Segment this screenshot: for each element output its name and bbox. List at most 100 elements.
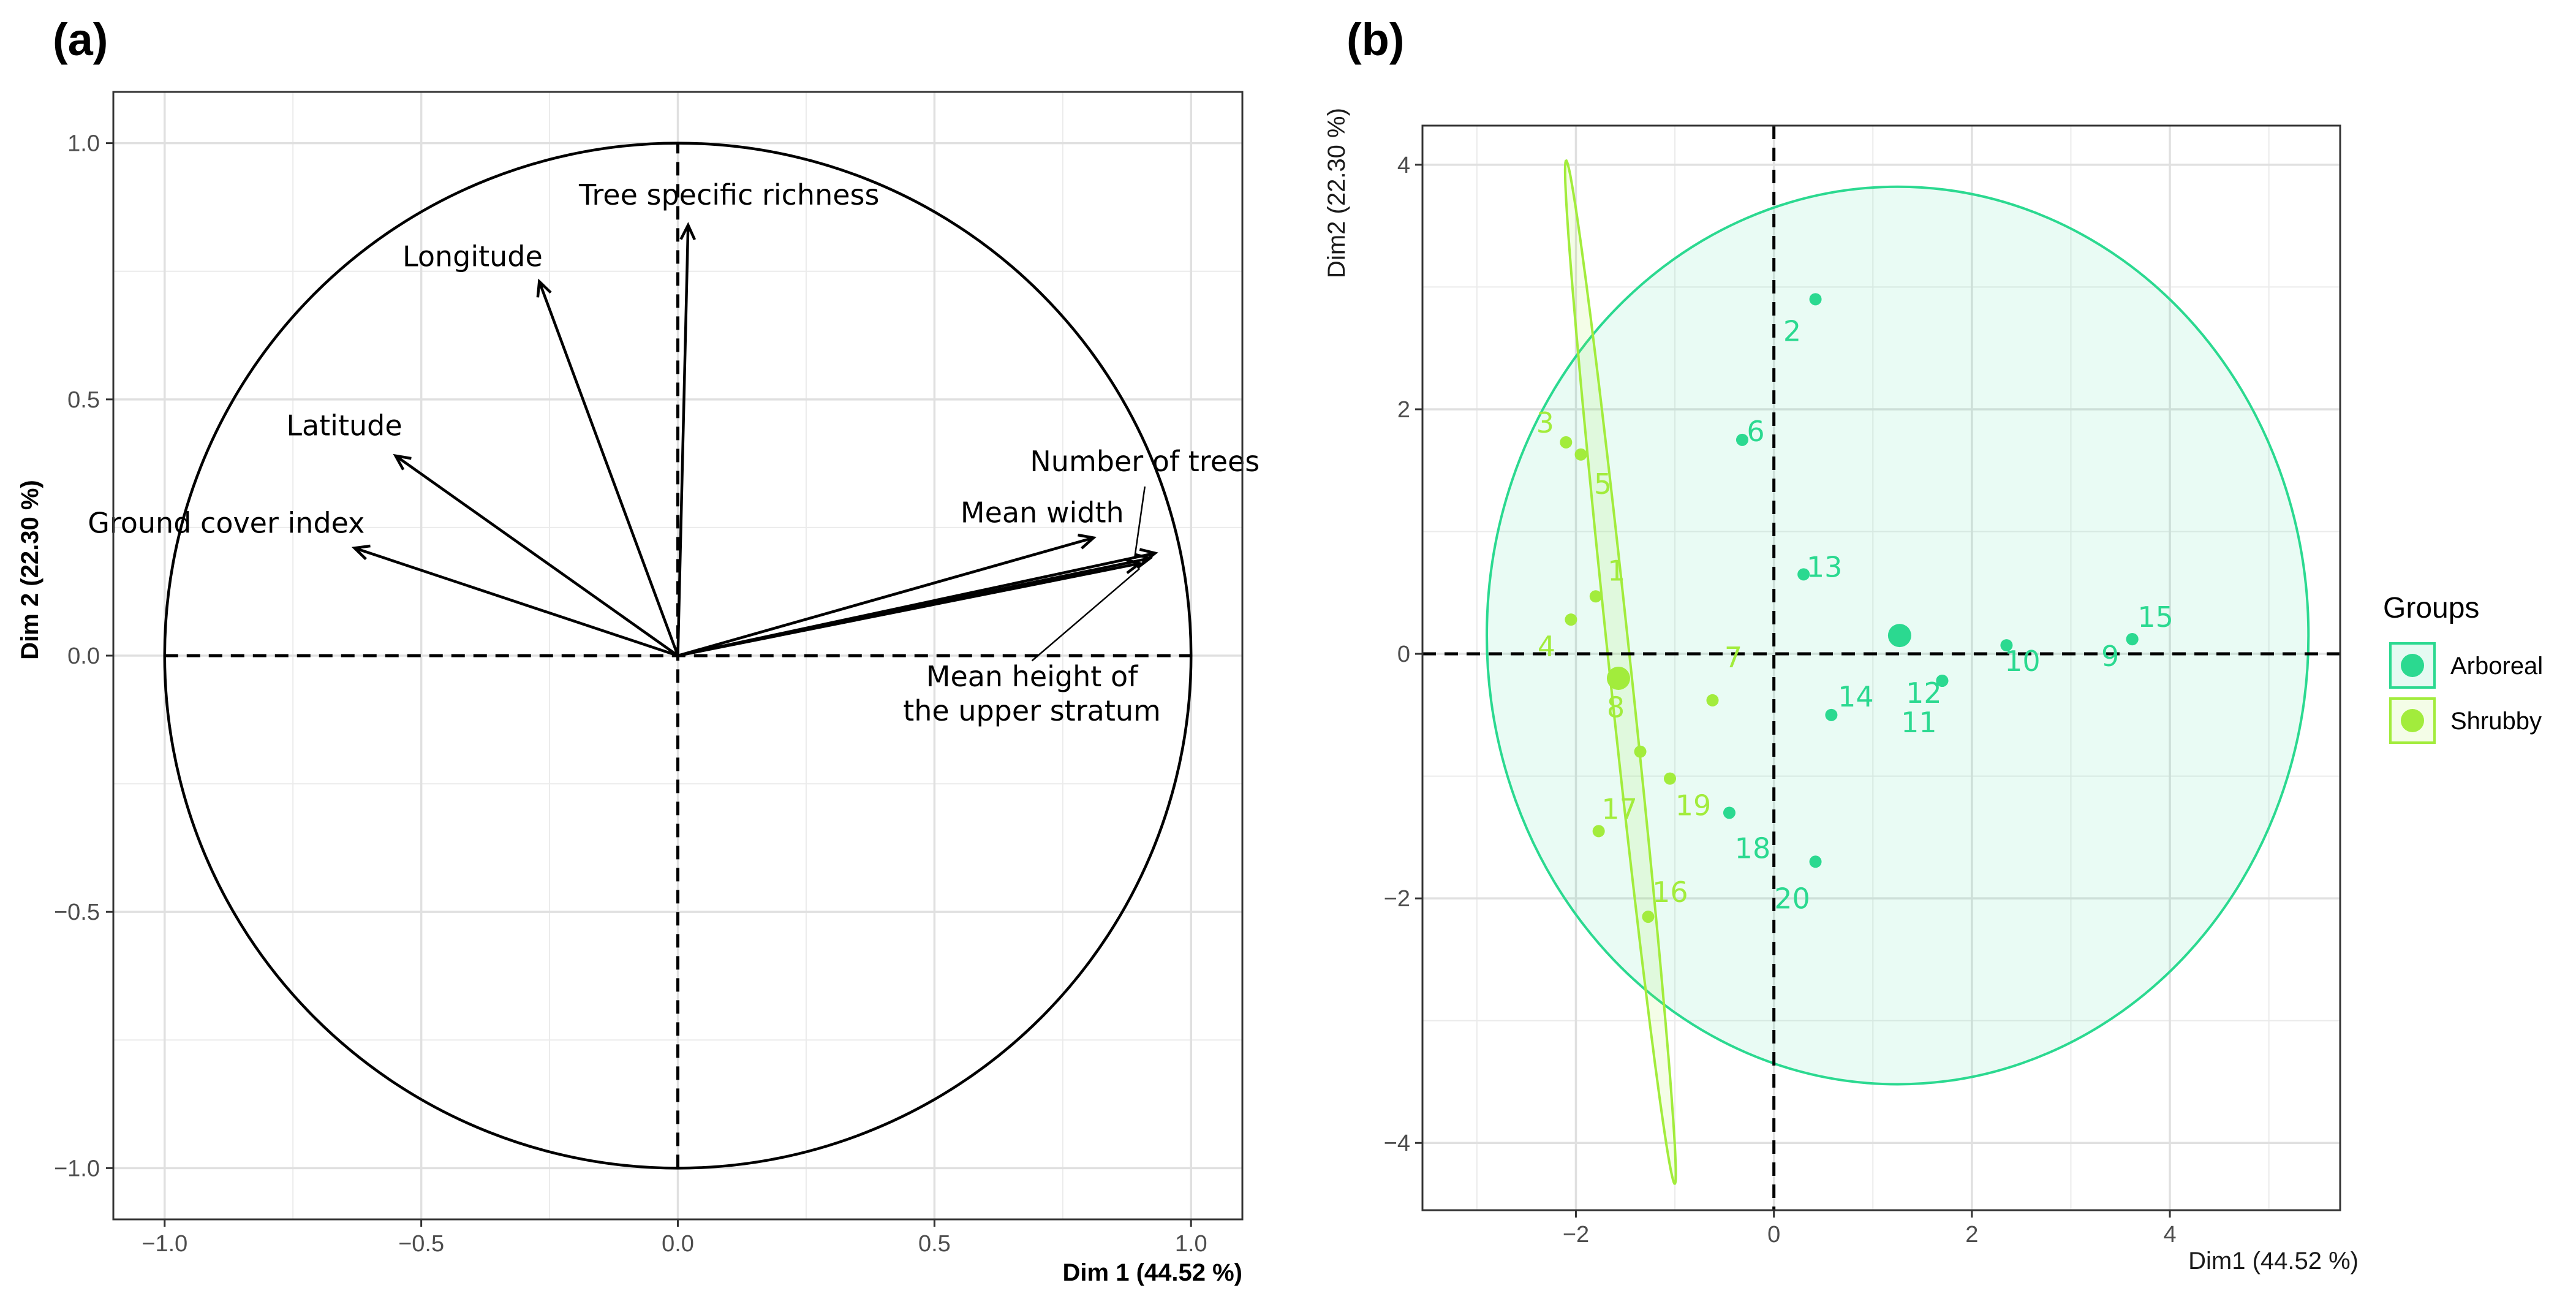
variable-label-line: Mean width: [961, 496, 1124, 529]
y-tick-label: 1.0: [67, 131, 100, 157]
y-tick-label: 0: [1397, 642, 1410, 667]
panel-a-y-ticks: −1.0 −0.5 0.0 0.5 1.0: [54, 131, 113, 1181]
legend-marker: [2401, 654, 2424, 677]
point-2: [1809, 293, 1822, 306]
x-tick-label: 2: [1965, 1222, 1978, 1248]
point-17: [1592, 825, 1605, 838]
point-label-14: 14: [1838, 680, 1874, 713]
variable-label: Number of trees: [1030, 445, 1260, 478]
point-label-1: 1: [1607, 554, 1625, 587]
point-label-17: 17: [1601, 792, 1637, 825]
point-14: [1825, 708, 1838, 721]
point-19: [1663, 772, 1676, 785]
point-label-5: 5: [1594, 468, 1612, 501]
leader-mean-height: [1031, 567, 1141, 662]
variable-label-line: Latitude: [286, 409, 402, 442]
point-label-9: 9: [2101, 640, 2119, 673]
legend-item-shrubby: Shrubby: [2389, 697, 2542, 744]
x-tick-label: 0.0: [662, 1231, 694, 1257]
legend-title: Groups: [2383, 592, 2479, 624]
point-label-11: 11: [1901, 706, 1937, 739]
variable-label-line: Tree specific richness: [578, 178, 879, 211]
y-tick-label: 0.0: [67, 643, 100, 669]
y-tick-label: 4: [1397, 153, 1410, 178]
point-label-4: 4: [1538, 630, 1555, 663]
point-label-15: 15: [2137, 600, 2174, 634]
point-16: [1642, 911, 1655, 923]
point-label-13: 13: [1807, 550, 1843, 583]
y-tick-label: −2: [1384, 886, 1410, 912]
panel-b-x-ticks: −2 0 2 4: [1563, 1210, 2177, 1248]
x-tick-label: 0: [1767, 1222, 1780, 1248]
point-18: [1723, 806, 1736, 819]
panel-a-x-axis-title: Dim 1 (44.52 %): [1063, 1259, 1242, 1286]
variable-label-line: Longitude: [402, 240, 543, 273]
panel-a-y-axis-title: Dim 2 (22.30 %): [17, 480, 43, 659]
y-tick-label: 0.5: [67, 387, 100, 413]
point-11: [1936, 674, 1949, 687]
panel-b-grid: [1422, 126, 2340, 1210]
unit-circle: [163, 142, 1193, 1170]
panel-b-x-axis-title: Dim1 (44.52 %): [2188, 1248, 2359, 1275]
legend-marker: [2401, 709, 2424, 732]
arrow-7: [678, 558, 1143, 657]
y-tick-label: −0.5: [54, 900, 100, 925]
arrow-longitude: [536, 278, 679, 656]
panel-a-unit-circle: [163, 142, 1193, 1170]
variable-label-line: the upper stratum: [903, 694, 1161, 727]
x-tick-label: −2: [1563, 1222, 1589, 1248]
point-label-7: 7: [1724, 641, 1742, 674]
legend: Groups Arboreal Shrubby: [2383, 592, 2543, 744]
point-label-10: 10: [2004, 645, 2041, 678]
point-label-18: 18: [1735, 832, 1771, 865]
panel-b-y-ticks: −4 −2 0 2 4: [1384, 153, 1422, 1156]
point-15: [2126, 633, 2139, 646]
arrow-mean-width: [677, 533, 1097, 657]
variable-label: Mean height of the upper stratum: [903, 660, 1161, 727]
legend-label: Shrubby: [2450, 708, 2542, 735]
point-label-6: 6: [1747, 415, 1764, 448]
legend-items: Arboreal Shrubby: [2389, 642, 2543, 744]
panel-a-x-ticks: −1.0 −0.5 0.0 0.5 1.0: [142, 1219, 1207, 1257]
legend-item-arboreal: Arboreal: [2389, 642, 2543, 689]
point-label-12: 12: [1906, 676, 1942, 710]
arrow-tree-specific-richness: [676, 222, 697, 656]
variable-label-line: Mean height of: [926, 660, 1139, 693]
panel-a-variable-arrows: [351, 222, 1158, 657]
panel-b-points: [1560, 293, 2139, 923]
x-tick-label: 0.5: [918, 1231, 951, 1257]
point-label-19: 19: [1675, 789, 1712, 822]
x-tick-label: 4: [2163, 1222, 2176, 1248]
variable-label-line: Ground cover index: [88, 506, 364, 539]
variable-label: Ground cover index: [88, 506, 364, 539]
point-3: [1560, 436, 1573, 449]
y-tick-label: −4: [1384, 1131, 1410, 1156]
point-8: [1634, 745, 1647, 758]
point-7: [1706, 694, 1719, 707]
variable-label: Longitude: [402, 240, 543, 273]
x-tick-label: −0.5: [398, 1231, 444, 1257]
point-label-20: 20: [1774, 882, 1810, 915]
point-4: [1565, 613, 1577, 626]
y-tick-label: 2: [1397, 397, 1410, 423]
point-1: [1589, 590, 1602, 603]
x-tick-label: 1.0: [1175, 1231, 1207, 1257]
legend-label: Arboreal: [2450, 653, 2543, 680]
variable-label: Tree specific richness: [578, 178, 879, 211]
point-label-16: 16: [1652, 876, 1688, 909]
panel-b-border: [1421, 124, 2341, 1211]
arrow-latitude: [393, 453, 679, 657]
point-10: [2000, 639, 2013, 652]
y-tick-label: −1.0: [54, 1156, 100, 1181]
point-5: [1574, 448, 1587, 461]
panel-b-y-axis-title: Dim2 (22.30 %): [1323, 108, 1350, 278]
variable-label-line: Number of trees: [1030, 445, 1260, 478]
centroid-arboreal: [1887, 624, 1911, 648]
arrow-ground-cover-index: [351, 544, 679, 657]
panel-a-variable-labels: Tree specific richness Longitude Latitude G…: [88, 178, 1260, 727]
panel-a-correlation-circle: (a) Tree specific richness Longitude Latit…: [17, 14, 1260, 1286]
point-13: [1797, 568, 1810, 581]
